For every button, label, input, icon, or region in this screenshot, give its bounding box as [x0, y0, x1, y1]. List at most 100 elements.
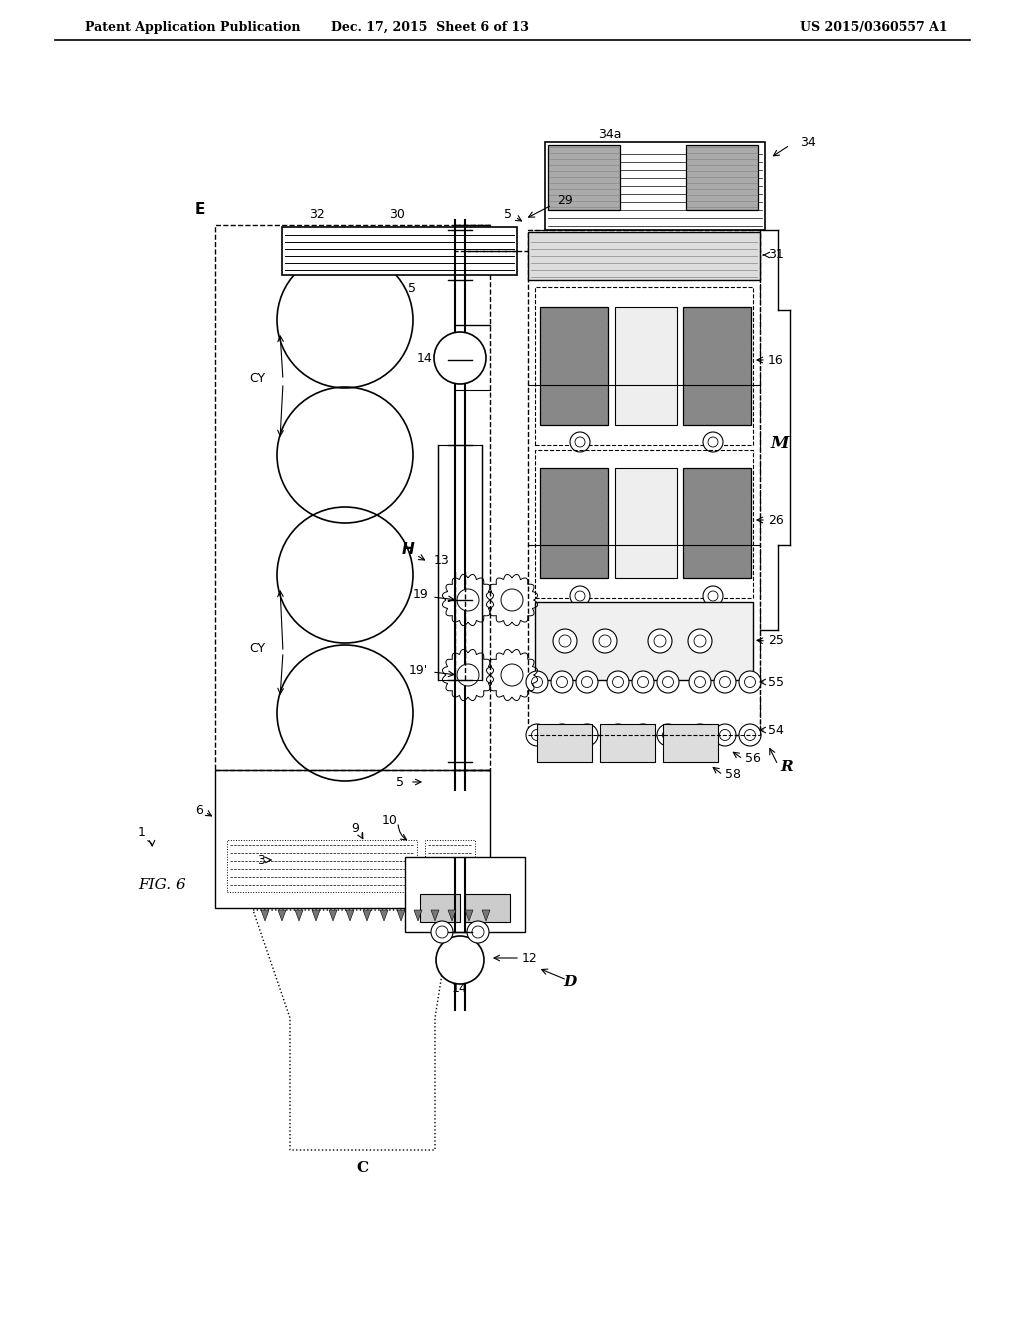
Polygon shape	[482, 909, 490, 921]
Polygon shape	[362, 909, 371, 921]
Circle shape	[431, 921, 453, 942]
Text: 19: 19	[413, 589, 428, 602]
Bar	[600, 723, 655, 762]
Circle shape	[689, 671, 711, 693]
Bar	[535, 286, 753, 445]
Circle shape	[556, 676, 567, 688]
Circle shape	[638, 676, 648, 688]
Text: H: H	[401, 543, 415, 557]
Circle shape	[607, 723, 629, 746]
Text: 54: 54	[768, 723, 784, 737]
Circle shape	[531, 730, 543, 741]
Polygon shape	[312, 909, 319, 921]
Bar	[683, 469, 751, 578]
Polygon shape	[329, 909, 337, 921]
Circle shape	[436, 927, 449, 939]
Circle shape	[582, 730, 593, 741]
Text: 32: 32	[309, 209, 325, 222]
Circle shape	[434, 333, 486, 384]
Circle shape	[575, 723, 598, 746]
Circle shape	[657, 723, 679, 746]
Polygon shape	[465, 909, 473, 921]
Circle shape	[648, 630, 672, 653]
Text: C: C	[356, 1162, 368, 1175]
Bar	[537, 723, 592, 762]
Polygon shape	[431, 909, 439, 921]
Circle shape	[612, 730, 624, 741]
Text: 12: 12	[522, 952, 538, 965]
Circle shape	[703, 586, 723, 606]
Text: 14: 14	[416, 351, 432, 364]
Text: 26: 26	[768, 513, 783, 527]
Text: 9: 9	[351, 821, 359, 834]
Text: 55: 55	[768, 676, 784, 689]
Text: R: R	[780, 760, 793, 774]
Text: D: D	[563, 975, 577, 989]
Bar	[425, 840, 475, 892]
Circle shape	[575, 591, 585, 601]
Polygon shape	[295, 909, 303, 921]
Bar	[683, 308, 751, 425]
Text: 10: 10	[382, 813, 398, 826]
Text: Patent Application Publication: Patent Application Publication	[85, 21, 300, 33]
Circle shape	[714, 671, 736, 693]
Circle shape	[744, 676, 756, 688]
Circle shape	[612, 676, 624, 688]
Text: 56: 56	[745, 752, 761, 766]
Bar	[215, 770, 490, 908]
Text: Dec. 17, 2015  Sheet 6 of 13: Dec. 17, 2015 Sheet 6 of 13	[331, 21, 529, 33]
Circle shape	[570, 586, 590, 606]
Bar	[663, 723, 718, 762]
Circle shape	[599, 635, 611, 647]
Circle shape	[582, 676, 593, 688]
Circle shape	[472, 927, 484, 939]
Bar	[227, 840, 417, 892]
Circle shape	[694, 730, 706, 741]
Bar	[282, 227, 517, 275]
Text: 34a: 34a	[598, 128, 622, 141]
Bar	[535, 450, 753, 598]
Text: 29: 29	[557, 194, 572, 207]
Circle shape	[526, 723, 548, 746]
Polygon shape	[380, 909, 388, 921]
Circle shape	[654, 635, 666, 647]
Circle shape	[556, 730, 567, 741]
Circle shape	[457, 589, 479, 611]
Bar	[465, 894, 510, 921]
Circle shape	[526, 671, 548, 693]
Polygon shape	[261, 909, 269, 921]
Circle shape	[689, 723, 711, 746]
Circle shape	[663, 730, 674, 741]
Circle shape	[708, 437, 718, 447]
Circle shape	[638, 730, 648, 741]
Circle shape	[551, 723, 573, 746]
Bar	[615, 308, 677, 425]
Text: 3: 3	[257, 854, 265, 866]
Bar	[528, 230, 760, 735]
Bar	[420, 894, 460, 921]
Circle shape	[467, 921, 489, 942]
Circle shape	[501, 664, 523, 686]
Text: 5: 5	[408, 282, 416, 296]
Circle shape	[531, 676, 543, 688]
Bar	[438, 445, 482, 680]
Text: 58: 58	[725, 768, 741, 781]
Bar	[686, 145, 758, 210]
Circle shape	[632, 671, 654, 693]
Polygon shape	[278, 909, 286, 921]
Circle shape	[714, 723, 736, 746]
Circle shape	[657, 671, 679, 693]
Circle shape	[744, 730, 756, 741]
Text: 1: 1	[138, 825, 145, 838]
Circle shape	[559, 635, 571, 647]
Circle shape	[457, 664, 479, 686]
Bar	[528, 232, 760, 280]
Polygon shape	[414, 909, 422, 921]
Text: 34: 34	[800, 136, 816, 149]
Circle shape	[607, 671, 629, 693]
Circle shape	[553, 630, 577, 653]
Circle shape	[694, 676, 706, 688]
Circle shape	[708, 591, 718, 601]
Circle shape	[720, 730, 730, 741]
Circle shape	[501, 589, 523, 611]
